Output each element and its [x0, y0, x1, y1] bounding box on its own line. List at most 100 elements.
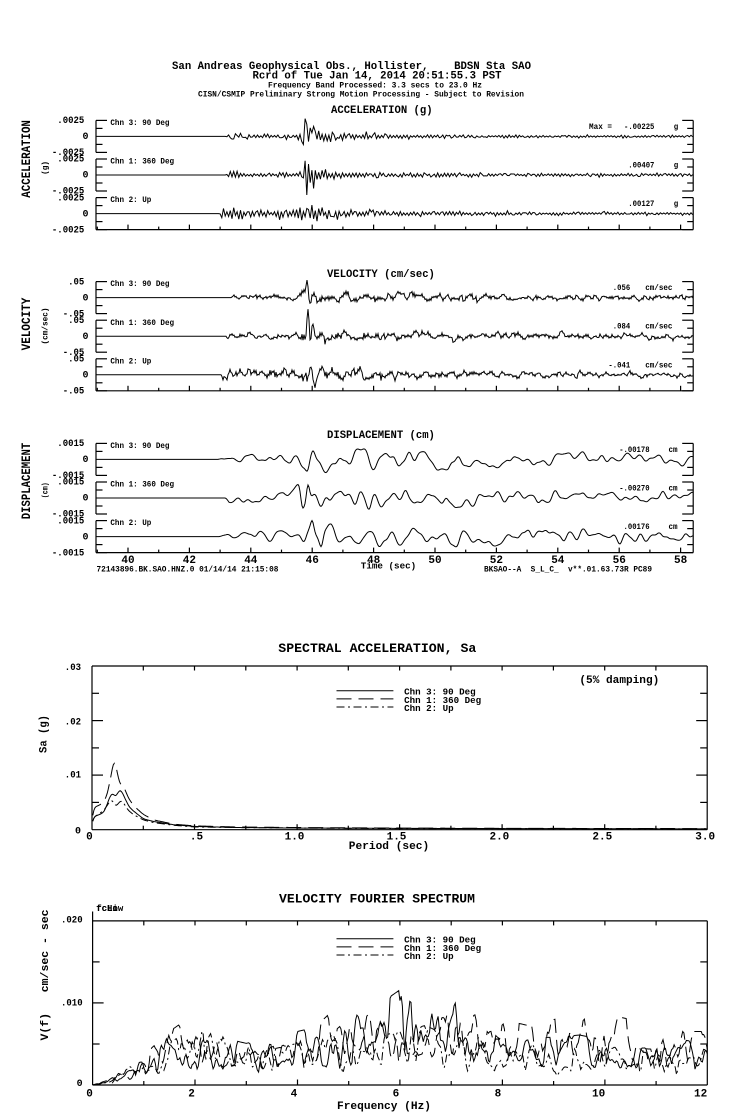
svg-text:DISPLACEMENT: DISPLACEMENT: [20, 442, 34, 519]
svg-text:(cm): (cm): [42, 482, 51, 498]
svg-text:4: 4: [291, 1089, 298, 1101]
svg-text:SPECTRAL ACCELERATION, Sa: SPECTRAL ACCELERATION, Sa: [278, 641, 476, 656]
svg-text:.020: .020: [61, 916, 83, 927]
svg-text:.00176: .00176: [624, 523, 650, 532]
svg-text:ACCELERATION (g): ACCELERATION (g): [331, 105, 433, 117]
svg-text:(cm/sec): (cm/sec): [42, 308, 51, 345]
svg-text:Chn 3: 90 Deg: Chn 3: 90 Deg: [404, 688, 476, 698]
svg-text:2.0: 2.0: [489, 831, 509, 843]
svg-text:Chn 1: 360 Deg: Chn 1: 360 Deg: [404, 944, 481, 954]
svg-text:cm/sec: cm/sec: [645, 323, 672, 332]
svg-text:Chn 1: 360 Deg: Chn 1: 360 Deg: [110, 319, 174, 328]
svg-text:.03: .03: [65, 663, 81, 674]
svg-text:VELOCITY (cm/sec): VELOCITY (cm/sec): [327, 269, 435, 281]
svg-text:Sa (g): Sa (g): [38, 715, 50, 753]
svg-text:54: 54: [551, 555, 565, 567]
svg-text:0: 0: [82, 494, 88, 505]
svg-text:-.05: -.05: [63, 309, 85, 320]
svg-text:cm: cm: [669, 446, 678, 455]
svg-text:.01: .01: [65, 771, 81, 782]
svg-text:Max =: Max =: [589, 123, 612, 132]
svg-text:0: 0: [82, 532, 88, 543]
svg-text:.0015: .0015: [57, 439, 84, 450]
svg-text:40: 40: [121, 555, 134, 567]
svg-text:.0025: .0025: [57, 155, 84, 166]
svg-text:Chn 3: 90 Deg: Chn 3: 90 Deg: [110, 280, 169, 289]
svg-text:44: 44: [244, 555, 258, 567]
svg-text:0: 0: [82, 455, 88, 466]
svg-text:.05: .05: [68, 355, 84, 366]
svg-text:1.5: 1.5: [387, 831, 407, 843]
svg-text:-.00225: -.00225: [624, 123, 655, 132]
svg-text:.05: .05: [68, 316, 84, 327]
svg-text:BKSAO--A S_L_C_ v**.01.63.73: BKSAO--A S_L_C_ v**.01.63.73R PC89: [484, 566, 652, 575]
svg-text:-.0015: -.0015: [52, 471, 84, 482]
svg-text:Chn 2: Up: Chn 2: Up: [110, 357, 151, 366]
svg-text:.0025: .0025: [57, 116, 84, 127]
svg-text:3.0: 3.0: [695, 831, 715, 843]
svg-text:Period (sec): Period (sec): [349, 841, 429, 853]
svg-text:0: 0: [82, 332, 88, 343]
svg-text:cm/sec: cm/sec: [645, 284, 672, 293]
svg-text:50: 50: [428, 555, 441, 567]
svg-text:Frequency Band Processed: 3.3: Frequency Band Processed: 3.3 secs to 23…: [268, 82, 482, 91]
svg-text:g: g: [674, 123, 679, 132]
svg-text:0: 0: [82, 132, 88, 143]
svg-text:(5% damping): (5% damping): [579, 675, 659, 687]
svg-text:ACCELERATION: ACCELERATION: [20, 120, 34, 198]
svg-text:-.00178: -.00178: [619, 446, 650, 455]
svg-text:Chn 2: Up: Chn 2: Up: [110, 196, 151, 205]
svg-text:-.05: -.05: [63, 348, 85, 359]
svg-text:0: 0: [82, 293, 88, 304]
svg-text:Chn 3: 90 Deg: Chn 3: 90 Deg: [110, 119, 169, 128]
svg-text:g: g: [674, 162, 679, 171]
svg-text:0: 0: [82, 371, 88, 382]
svg-text:10: 10: [592, 1089, 605, 1101]
svg-text:0: 0: [75, 827, 81, 838]
svg-text:2: 2: [188, 1089, 195, 1101]
svg-text:0: 0: [82, 171, 88, 182]
svg-text:fcHi: fcHi: [96, 904, 118, 914]
svg-text:.084: .084: [613, 323, 631, 332]
svg-text:-.0015: -.0015: [52, 510, 84, 521]
svg-text:Frequency (Hz): Frequency (Hz): [337, 1101, 431, 1113]
svg-text:72143896.BK.SAO.HNZ.0 01/14/14: 72143896.BK.SAO.HNZ.0 01/14/14 21:15:08: [97, 566, 279, 575]
svg-text:cm/sec: cm/sec: [645, 361, 672, 370]
svg-text:.00127: .00127: [628, 200, 654, 209]
svg-text:-.0025: -.0025: [52, 148, 84, 159]
svg-text:.05: .05: [68, 277, 84, 288]
svg-text:Chn 1: 360 Deg: Chn 1: 360 Deg: [110, 481, 174, 490]
svg-text:cm: cm: [669, 523, 678, 532]
svg-text:0: 0: [77, 1079, 83, 1090]
svg-text:V(f) cm/sec - sec: V(f) cm/sec - sec: [40, 910, 52, 1041]
svg-text:cm: cm: [669, 485, 678, 494]
svg-text:Chn 1: 360 Deg: Chn 1: 360 Deg: [404, 696, 481, 706]
svg-text:(g): (g): [42, 161, 51, 175]
svg-text:San Andreas Geophysical Obs.,: San Andreas Geophysical Obs., Hollister,…: [172, 61, 531, 73]
svg-text:.0015: .0015: [57, 478, 84, 489]
svg-text:-.05: -.05: [63, 387, 85, 398]
svg-text:48: 48: [367, 555, 381, 567]
svg-text:VELOCITY FOURIER SPECTRUM: VELOCITY FOURIER SPECTRUM: [279, 891, 475, 906]
svg-text:DISPLACEMENT (cm): DISPLACEMENT (cm): [327, 430, 435, 442]
svg-text:-.00270: -.00270: [619, 485, 650, 494]
svg-text:-.0025: -.0025: [52, 225, 84, 236]
svg-text:.00407: .00407: [628, 162, 654, 171]
svg-text:0: 0: [86, 831, 93, 843]
svg-text:Chn 1: 360 Deg: Chn 1: 360 Deg: [110, 158, 174, 167]
svg-text:8: 8: [495, 1089, 502, 1101]
svg-text:.02: .02: [65, 717, 81, 728]
svg-text:6: 6: [393, 1089, 400, 1101]
svg-text:Chn 2: Up: Chn 2: Up: [404, 952, 454, 962]
svg-text:.0015: .0015: [57, 516, 84, 527]
svg-text:58: 58: [674, 555, 688, 567]
svg-text:1.0: 1.0: [285, 831, 305, 843]
svg-text:Chn 3: 90 Deg: Chn 3: 90 Deg: [110, 442, 169, 451]
svg-text:56: 56: [613, 555, 626, 567]
svg-text:Chn 2: Up: Chn 2: Up: [110, 519, 151, 528]
svg-text:-.0015: -.0015: [52, 548, 84, 559]
svg-text:CISN/CSMIP Preliminary Strong: CISN/CSMIP Preliminary Strong Motion Pro…: [198, 91, 524, 100]
svg-text:VELOCITY: VELOCITY: [20, 297, 34, 350]
svg-text:-.0025: -.0025: [52, 187, 84, 198]
svg-text:.0025: .0025: [57, 193, 84, 204]
